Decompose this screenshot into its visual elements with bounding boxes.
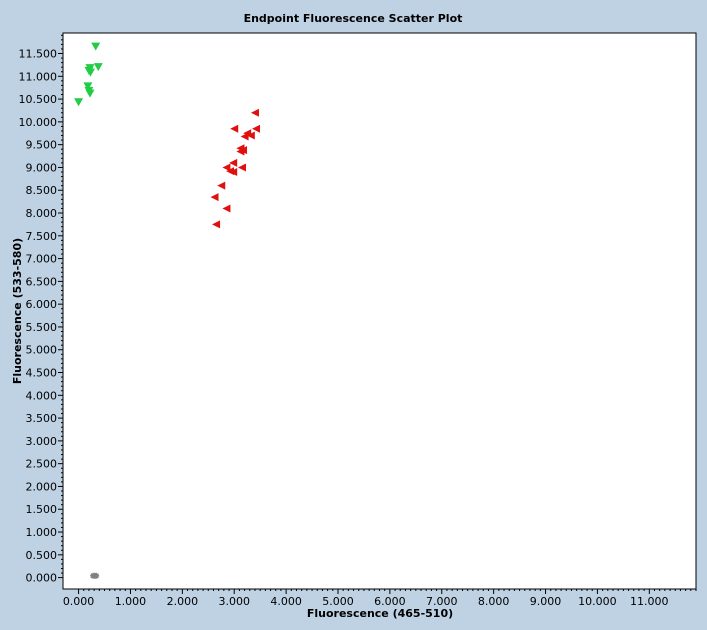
x-tick-label: 5.000 [322,595,354,608]
data-point [238,163,247,172]
data-point [85,68,95,77]
data-point [212,220,221,229]
chart-title: Endpoint Fluorescence Scatter Plot [244,12,463,25]
y-tick-label: 1.000 [26,526,58,539]
y-tick-label: 2.000 [26,480,58,493]
data-point [230,124,239,133]
data-point [252,124,261,133]
data-point [229,168,238,176]
data-point [240,132,249,141]
y-tick-label: 3.500 [26,412,58,425]
y-tick-label: 0.500 [26,549,58,562]
y-tick-label: 6.500 [26,275,58,288]
y-tick-label: 4.500 [26,367,58,380]
plot-area [62,32,697,590]
x-tick-label: 10.000 [578,595,617,608]
y-tick-label: 0.000 [26,572,58,585]
x-tick-label: 0.000 [63,595,95,608]
x-tick-label: 4.000 [270,595,302,608]
y-tick-label: 10.500 [19,93,58,106]
x-tick-label: 6.000 [374,595,406,608]
data-point [93,572,100,579]
data-point [222,163,231,172]
y-tick-label: 5.500 [26,321,58,334]
y-tick-label: 9.000 [26,161,58,174]
x-axis-label: Fluorescence (465-510) [307,607,453,620]
x-tick-label: 3.000 [218,595,250,608]
y-tick-label: 3.000 [26,435,58,448]
x-tick-label: 11.000 [630,595,669,608]
y-tick-label: 2.500 [26,458,58,471]
y-tick-label: 5.000 [26,344,58,357]
y-tick-label: 9.500 [26,139,58,152]
data-point [74,98,84,107]
y-tick-label: 1.500 [26,503,58,516]
data-point [85,89,95,98]
y-tick-label: 6.000 [26,298,58,311]
x-axis: 0.000 1.000 2.000 3.000 4.000 5.000 6.000 7.000… [63,589,697,608]
y-tick-label: 7.000 [26,253,58,266]
y-axis: 0.000 0.500 1.000 1.500 2.000 2.500 3.000 3.500… [19,34,63,585]
data-point [229,158,238,167]
y-axis-label: Fluorescence (533-580) [11,238,24,384]
y-tick-label: 10.000 [19,116,58,129]
x-tick-label: 1.000 [115,595,147,608]
x-tick-label: 7.000 [426,595,458,608]
y-tick-label: 8.000 [26,207,58,220]
y-tick-label: 11.500 [19,48,58,61]
y-tick-label: 11.000 [19,70,58,83]
data-point [83,82,93,91]
data-point [250,108,259,117]
data-point [236,147,245,156]
y-tick-label: 8.500 [26,184,58,197]
data-point [91,42,101,51]
data-point [210,193,219,202]
y-tick-label: 4.000 [26,389,58,402]
x-tick-label: 8.000 [478,595,510,608]
data-point [217,181,226,190]
data-point [246,131,255,140]
x-tick-label: 2.000 [167,595,199,608]
data-point [222,204,231,213]
y-tick-label: 7.500 [26,230,58,243]
x-tick-label: 9.000 [530,595,562,608]
data-points [74,42,261,579]
data-point [93,63,103,72]
